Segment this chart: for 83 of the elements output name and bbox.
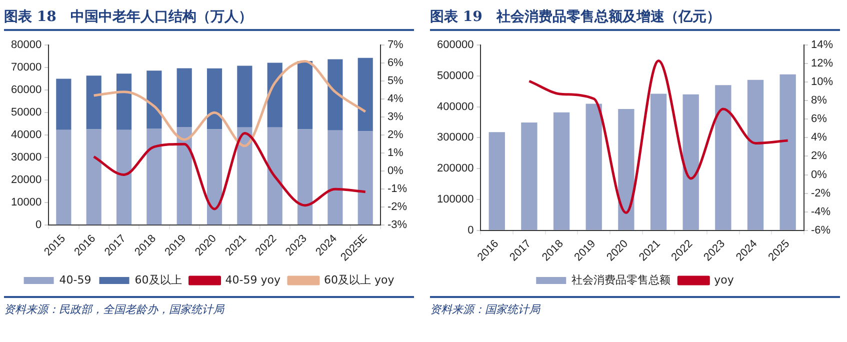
bar (86, 129, 102, 225)
bar (176, 68, 192, 127)
y2-tick-label: 0% (387, 165, 404, 178)
y-tick-label: 30000 (10, 152, 42, 164)
legend-label: 60及以上 yoy (324, 273, 395, 286)
bar (146, 128, 162, 225)
y-tick-label: 600000 (436, 39, 474, 52)
bar (328, 59, 343, 130)
legend-label: 40-59 yoy (225, 273, 281, 286)
bar (56, 130, 72, 225)
y-tick-label: 0 (35, 219, 42, 232)
y-tick-label: 50000 (10, 106, 42, 119)
legend-label: yoy (714, 273, 734, 286)
bar (553, 112, 570, 230)
line-series (92, 132, 367, 210)
legend-label: 40-59 (59, 273, 92, 286)
bar (267, 62, 282, 128)
bar (650, 94, 667, 230)
bar (780, 74, 796, 230)
bar (586, 104, 602, 230)
y-tick-label: 0 (468, 224, 474, 236)
bar (297, 60, 313, 130)
y2-tick-label: -2% (387, 201, 408, 214)
y2-tick-label: -6% (810, 224, 831, 236)
bar (176, 126, 192, 225)
bar (267, 127, 282, 225)
bar (146, 70, 162, 129)
bar (237, 127, 252, 225)
bar (747, 80, 764, 230)
y2-tick-label: -2% (810, 187, 831, 200)
y-tick-label: 400000 (436, 100, 474, 113)
line-series (92, 60, 367, 148)
y-tick-label: 100000 (436, 194, 474, 206)
y2-tick-label: 1% (387, 147, 404, 160)
y2-tick-label: 12% (810, 58, 834, 70)
y-tick-label: 200000 (436, 162, 474, 175)
y-tick-label: 10000 (10, 196, 42, 209)
y-tick-label: 500000 (436, 70, 474, 82)
bar (488, 132, 505, 230)
bar (521, 122, 538, 230)
y2-tick-label: 2% (810, 150, 828, 162)
y2-tick-label: -4% (810, 206, 831, 218)
bar (116, 130, 132, 225)
y2-tick-label: -3% (387, 219, 408, 232)
bar (206, 129, 222, 225)
bar (86, 76, 102, 130)
y2-tick-label: 0% (810, 168, 828, 181)
line-series (528, 60, 790, 214)
bar (237, 66, 252, 128)
y2-tick-label: -1% (387, 183, 408, 196)
bar (297, 129, 313, 225)
y2-tick-label: 7% (387, 39, 404, 52)
y-tick-label: 20000 (10, 174, 42, 186)
bar (206, 68, 222, 130)
bar (358, 58, 373, 132)
y-tick-label: 60000 (10, 84, 42, 96)
chart-title: 图表 19 社会消费品零售总额及增速（亿元） (430, 4, 840, 31)
text: 资料来源：民政部，全国老龄办，国家统计局 (4, 296, 414, 317)
y2-tick-label: 5% (387, 75, 404, 88)
legend-label: 社会消费品零售总额 (572, 273, 671, 286)
y2-tick-label: 4% (387, 93, 404, 106)
bar (358, 131, 373, 225)
y2-tick-label: 8% (810, 94, 828, 107)
y-tick-label: 80000 (10, 39, 42, 52)
y2-tick-label: 3% (387, 111, 404, 124)
text: 资料来源：国家统计局 (430, 296, 840, 317)
chart-title: 图表 18 中国中老年人口结构（万人） (4, 4, 414, 31)
y-tick-label: 70000 (10, 62, 42, 74)
bar (56, 78, 72, 130)
y2-tick-label: 4% (810, 132, 828, 144)
bar (328, 130, 343, 225)
bar (116, 74, 132, 130)
bar (618, 108, 634, 230)
y2-tick-label: 2% (387, 129, 404, 142)
legend-label: 60及以上 (134, 273, 182, 286)
y-tick-label: 300000 (436, 132, 474, 144)
y2-tick-label: 6% (387, 57, 404, 70)
y2-tick-label: 10% (810, 76, 834, 88)
y2-tick-label: 6% (810, 113, 828, 126)
y2-tick-label: 14% (810, 39, 834, 52)
bar (682, 94, 699, 230)
bar (715, 85, 732, 230)
y-tick-label: 40000 (10, 129, 42, 142)
